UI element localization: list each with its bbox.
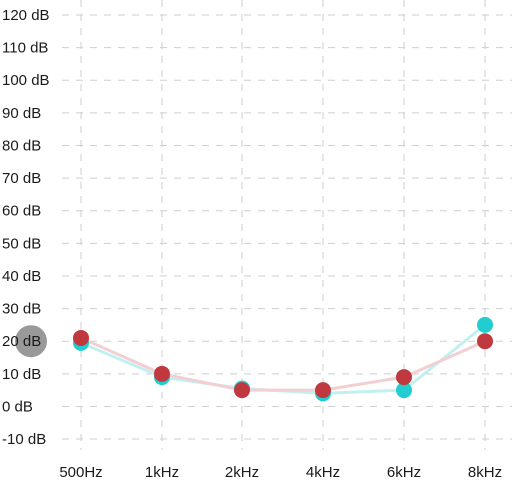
- series-2-point[interactable]: [396, 369, 412, 386]
- y-tick-label: 80 dB: [2, 137, 41, 154]
- series-lines-layer: [80, 323, 486, 395]
- x-tick-label: 8kHz: [468, 464, 502, 481]
- y-tick-label: 60 dB: [2, 203, 41, 220]
- y-tick-label: 110 dB: [2, 40, 48, 57]
- x-tick-label: 500Hz: [59, 464, 102, 481]
- series-points-layer: [73, 316, 493, 402]
- y-tick-label: 0 dB: [2, 398, 33, 415]
- x-tick-label: 1kHz: [145, 464, 179, 481]
- y-tick-label: 50 dB: [2, 235, 41, 252]
- y-tick-label: 30 dB: [2, 301, 41, 318]
- x-axis-labels: 500Hz 1kHz 2kHz 4kHz 6kHz 8kHz: [59, 464, 502, 481]
- series-1-point[interactable]: [477, 316, 493, 333]
- series-2-point[interactable]: [234, 382, 250, 399]
- y-tick-label: 10 dB: [2, 366, 41, 383]
- series-2-point[interactable]: [154, 365, 170, 382]
- y-tick-label: 20 dB: [2, 333, 41, 350]
- series-2-point[interactable]: [477, 333, 493, 350]
- series-2-point[interactable]: [315, 382, 331, 399]
- x-tick-label: 2kHz: [225, 464, 259, 481]
- y-tick-label: 40 dB: [2, 268, 41, 285]
- series-2-line: [80, 336, 486, 392]
- y-tick-label: 120 dB: [2, 7, 50, 24]
- cursor-marker[interactable]: [15, 325, 47, 358]
- y-tick-label: 100 dB: [2, 72, 50, 89]
- series-2-point[interactable]: [73, 329, 89, 346]
- series-1-line: [80, 323, 486, 395]
- x-tick-label: 6kHz: [387, 464, 421, 481]
- series-1-point[interactable]: [396, 382, 412, 399]
- y-tick-label: 90 dB: [2, 105, 41, 122]
- x-tick-label: 4kHz: [306, 464, 340, 481]
- y-tick-label: 70 dB: [2, 170, 41, 187]
- cursor-layer: [15, 325, 47, 358]
- y-axis-labels: 120 dB 110 dB 100 dB 90 dB 80 dB 70 dB 60 dB 50…: [2, 7, 50, 448]
- grid-layer: [62, 0, 512, 450]
- y-tick-label: -10 dB: [2, 431, 46, 448]
